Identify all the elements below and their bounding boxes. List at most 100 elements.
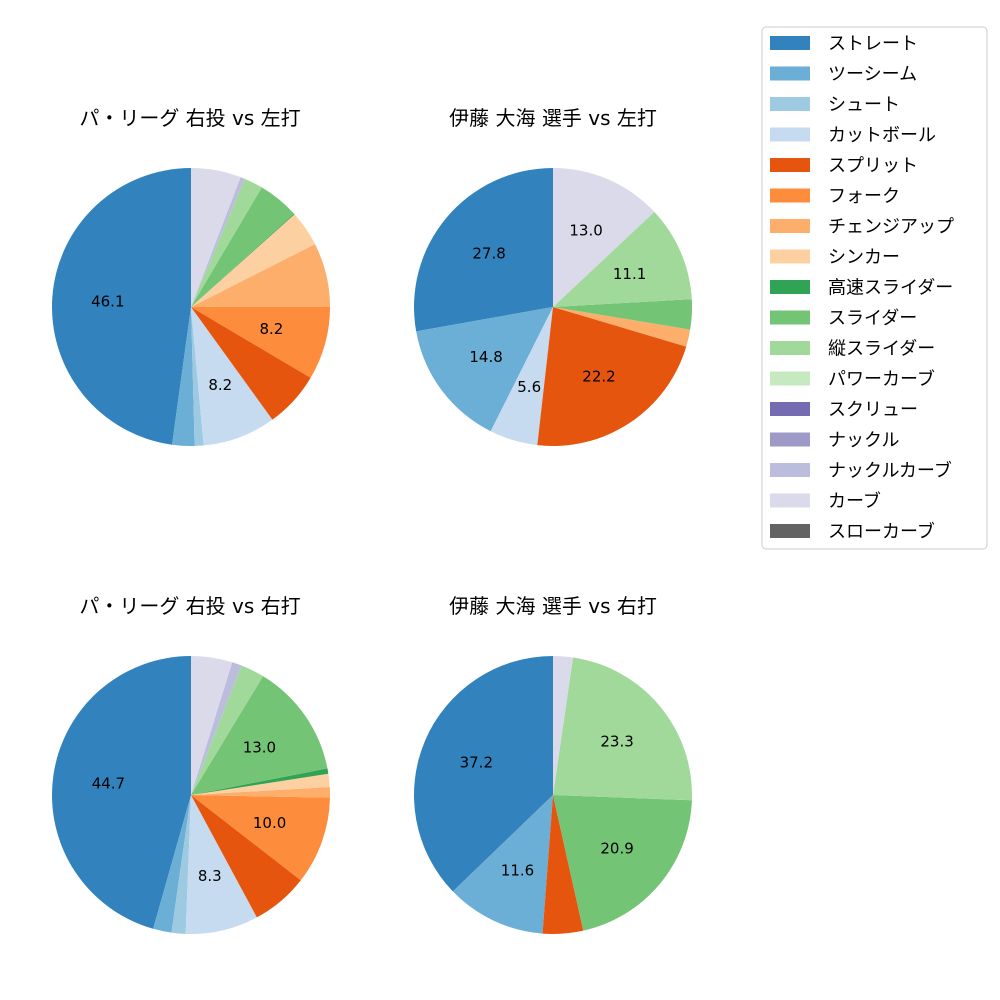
pie-slice bbox=[191, 795, 301, 918]
slice-percent-label: 14.8 bbox=[469, 348, 502, 366]
pie-chart-ito-vs-right-batters: 伊藤 大海 選手 vs 右打 37.2 11.6 20.9 23.3 bbox=[414, 594, 692, 935]
legend-label: スライダー bbox=[828, 308, 917, 329]
slice-percent-label: 46.1 bbox=[91, 292, 124, 310]
pie-slice bbox=[153, 795, 191, 933]
legend-frame bbox=[761, 26, 988, 550]
pie-slice bbox=[490, 307, 553, 446]
chart-title: パ・リーグ 右投 vs 左打 bbox=[79, 106, 300, 130]
legend-label: 高速スライダー bbox=[828, 278, 953, 299]
legend: ストレートツーシームシュートカットボールスプリットフォークチェンジアップシンカー… bbox=[761, 26, 988, 550]
legend-label: フォーク bbox=[828, 186, 900, 207]
pie-slice bbox=[191, 213, 295, 307]
legend-swatch bbox=[770, 188, 810, 203]
legend-swatch bbox=[770, 310, 810, 325]
legend-label: スクリュー bbox=[828, 400, 918, 421]
slice-percent-label: 11.6 bbox=[501, 862, 534, 880]
slice-percent-label: 27.8 bbox=[472, 244, 505, 262]
pie-slice bbox=[191, 307, 330, 378]
legend-label: ナックルカーブ bbox=[828, 460, 952, 482]
slice-percent-label: 13.0 bbox=[569, 222, 602, 240]
pie-slice bbox=[191, 168, 241, 307]
chart-title: 伊藤 大海 選手 vs 左打 bbox=[449, 106, 657, 130]
pie-slice bbox=[191, 768, 329, 795]
pie-slice bbox=[191, 177, 245, 307]
legend-swatch bbox=[770, 36, 810, 50]
pie-slice bbox=[191, 307, 311, 420]
slice-percent-label: 8.3 bbox=[198, 867, 222, 885]
chart-title: 伊藤 大海 選手 vs 右打 bbox=[449, 594, 657, 618]
slice-percent-label: 8.2 bbox=[208, 376, 232, 394]
pie-slice bbox=[191, 187, 294, 307]
pie-slice bbox=[553, 299, 693, 330]
pie-slice bbox=[185, 795, 257, 935]
pie-slice bbox=[191, 307, 204, 446]
pie-slice bbox=[553, 656, 574, 795]
pie-slice bbox=[542, 795, 584, 935]
pie-slice bbox=[191, 676, 328, 795]
slice-percent-label: 5.6 bbox=[517, 378, 541, 396]
slice-percent-label: 44.7 bbox=[92, 775, 125, 793]
pie-slice bbox=[191, 178, 262, 307]
slice-percent-label: 23.3 bbox=[600, 733, 633, 751]
pie-slice bbox=[452, 795, 553, 934]
legend-swatch bbox=[770, 66, 810, 81]
legend-swatch bbox=[770, 219, 810, 233]
legend-label: カットボール bbox=[828, 125, 936, 146]
slice-percent-label: 13.0 bbox=[243, 738, 276, 756]
legend-swatch bbox=[770, 371, 810, 386]
legend-swatch bbox=[770, 402, 810, 416]
pie-slice bbox=[414, 656, 553, 892]
legend-label: パワーカーブ bbox=[828, 368, 935, 390]
pie-slice bbox=[191, 795, 330, 881]
legend-swatch bbox=[770, 341, 810, 355]
legend-swatch bbox=[770, 493, 810, 508]
legend-swatch bbox=[770, 249, 810, 264]
legend-label: ストレート bbox=[828, 34, 918, 55]
slice-percent-label: 20.9 bbox=[600, 839, 633, 857]
pie-slice bbox=[553, 657, 692, 801]
legend-swatch bbox=[770, 97, 810, 111]
pie-chart-right-pitchers-vs-right-batters: パ・リーグ 右投 vs 右打 44.7 8.3 10.0 13.0 bbox=[52, 594, 330, 935]
pie-slice bbox=[191, 786, 330, 798]
pie-chart-right-pitchers-vs-left-batters: パ・リーグ 右投 vs 左打 46.1 8.2 8.2 bbox=[51, 106, 330, 446]
pie-slice bbox=[172, 307, 195, 446]
pie-slice bbox=[191, 214, 315, 307]
pie-slice bbox=[416, 307, 553, 432]
pie-slice bbox=[171, 795, 191, 934]
legend-label: 縦スライダー bbox=[828, 339, 935, 360]
legend-swatch bbox=[770, 524, 810, 538]
pie-slice bbox=[191, 244, 330, 307]
pie-slice bbox=[191, 773, 330, 795]
legend-label: カーブ bbox=[828, 490, 881, 512]
pie-slice bbox=[553, 168, 655, 307]
legend-swatch bbox=[770, 158, 810, 172]
slice-percent-label: 8.2 bbox=[259, 320, 283, 338]
legend-label: チェンジアップ bbox=[828, 217, 954, 238]
legend-label: シュート bbox=[828, 95, 900, 116]
pie-slice bbox=[191, 662, 242, 795]
pie-slice bbox=[553, 307, 691, 347]
legend-swatch bbox=[770, 280, 810, 294]
pie-chart-ito-vs-left-batters: 伊藤 大海 選手 vs 左打 27.8 14.8 5.6 22.2 11.1 13.0 bbox=[414, 106, 693, 446]
slice-percent-label: 37.2 bbox=[460, 753, 493, 771]
pie-slice bbox=[553, 795, 692, 931]
legend-label: スローカーブ bbox=[828, 521, 935, 543]
slice-percent-label: 10.0 bbox=[253, 814, 286, 832]
legend-label: スプリット bbox=[828, 156, 918, 177]
legend-label: ツーシーム bbox=[828, 64, 917, 85]
slice-percent-label: 11.1 bbox=[613, 265, 646, 283]
pie-slice bbox=[414, 168, 553, 332]
pie-slice bbox=[537, 307, 687, 446]
pie-slice bbox=[553, 211, 692, 307]
pie-slice bbox=[191, 307, 273, 446]
legend-swatch bbox=[770, 432, 810, 447]
pie-slice bbox=[51, 168, 191, 445]
pie-slice bbox=[52, 656, 191, 929]
legend-label: ナックル bbox=[828, 430, 899, 451]
legend-swatch bbox=[770, 463, 810, 477]
legend-label: シンカー bbox=[828, 247, 900, 268]
pie-slice bbox=[191, 656, 233, 795]
slice-percent-label: 22.2 bbox=[582, 368, 615, 386]
pie-slice bbox=[191, 665, 264, 795]
